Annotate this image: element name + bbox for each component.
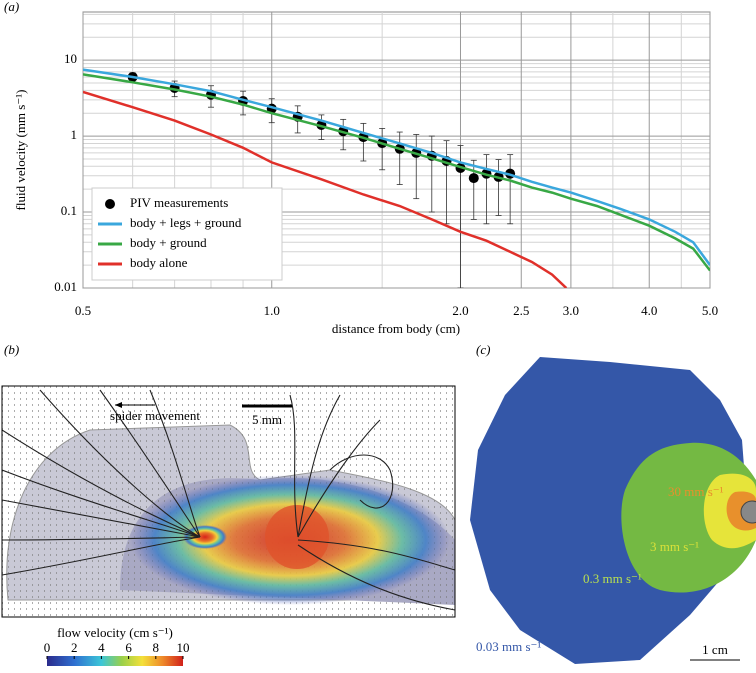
x-tick-label: 0.5 xyxy=(75,303,91,318)
scale-text: 5 mm xyxy=(252,412,282,427)
x-tick-label: 4.0 xyxy=(641,303,657,318)
panel-label: (a) xyxy=(4,0,19,14)
y-tick-label: 10 xyxy=(64,51,77,66)
legend-label: body + ground xyxy=(130,235,207,250)
x-tick-label: 2.0 xyxy=(452,303,468,318)
contour-label: 0.03 mm s⁻¹ xyxy=(476,639,541,654)
y-tick-label: 0.01 xyxy=(54,279,77,294)
panel-label: (b) xyxy=(4,342,19,357)
y-tick-label: 1 xyxy=(71,127,78,142)
arrow-text: spider movement xyxy=(110,408,200,423)
series-line xyxy=(83,68,710,266)
contour-label: 30 mm s⁻¹ xyxy=(668,484,724,499)
x-tick-label: 3.0 xyxy=(563,303,579,318)
panel-c: (c) 30 mm s⁻¹ 3 mm s⁻¹ 0.3 mm s⁻¹ 0.03 m… xyxy=(470,342,756,664)
legend-box xyxy=(91,187,283,281)
x-tick-label: 1.0 xyxy=(264,303,280,318)
x-axis-label: distance from body (cm) xyxy=(332,321,460,336)
x-tick-label: 5.0 xyxy=(702,303,718,318)
contour-label: 3 mm s⁻¹ xyxy=(650,539,699,554)
grid xyxy=(82,12,711,289)
legend-label: body + legs + ground xyxy=(130,215,242,230)
y-axis-label: fluid velocity (mm s⁻¹) xyxy=(13,90,28,211)
colorbar-tick-label: 10 xyxy=(177,640,190,655)
x-tick-label: 2.5 xyxy=(513,303,529,318)
colorbar-tick-label: 6 xyxy=(125,640,132,655)
legend-label: PIV measurements xyxy=(130,195,228,210)
scale-text: 1 cm xyxy=(702,642,728,657)
panel-label: (c) xyxy=(476,342,490,357)
plot-area xyxy=(83,68,710,288)
flow-field xyxy=(2,386,455,617)
y-tick-label: 0.1 xyxy=(61,203,77,218)
colorbar xyxy=(47,656,183,666)
data-point xyxy=(468,173,479,184)
panel-a: (a) distance from body (cm) fluid veloci… xyxy=(4,0,718,336)
contour-label: 0.3 mm s⁻¹ xyxy=(583,571,642,586)
colorbar-tick-label: 4 xyxy=(98,640,105,655)
legend-marker xyxy=(105,199,115,209)
colorbar-tick-label: 8 xyxy=(153,640,160,655)
panel-b: (b) spider movement 5 mm xyxy=(1,342,456,666)
panel-frame xyxy=(1,385,456,618)
colorbar-tick-label: 0 xyxy=(44,640,51,655)
series-line xyxy=(83,90,568,288)
arrow-head xyxy=(115,402,122,408)
colorbar-title: flow velocity (cm s⁻¹) xyxy=(57,625,173,640)
series-line xyxy=(83,73,710,272)
colorbar-tick-label: 2 xyxy=(71,640,78,655)
legend-label: body alone xyxy=(130,255,188,270)
spider-body xyxy=(740,500,756,524)
